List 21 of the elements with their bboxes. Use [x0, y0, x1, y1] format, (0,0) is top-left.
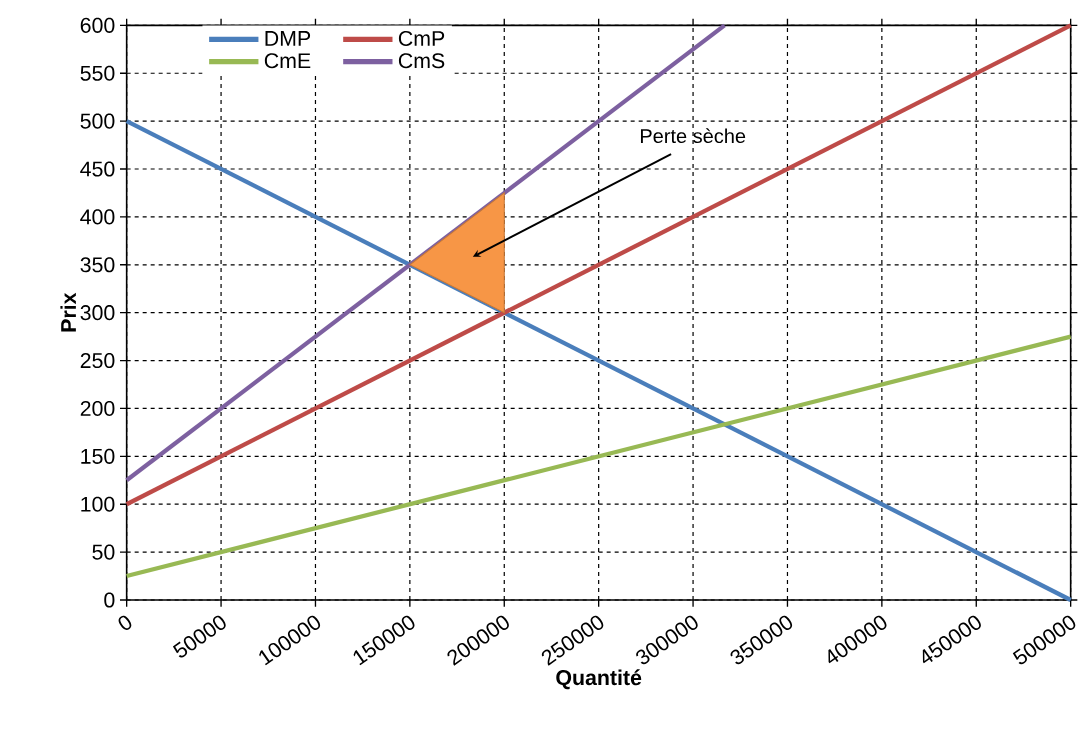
x-tick-label: 0	[118, 615, 132, 630]
annotation: Perte sèche	[640, 128, 746, 144]
y-tick-label: 300	[80, 305, 115, 321]
y-tick-label: 450	[80, 161, 115, 177]
y-tick-label: 0	[104, 592, 115, 608]
y-tick-label: 550	[80, 65, 115, 81]
y-tick-label: 250	[80, 353, 115, 369]
y-tick-label: 600	[80, 17, 115, 33]
x-axis-title: Quantité	[556, 669, 642, 690]
y-tick-label: 500	[80, 113, 115, 129]
y-axis-title: Prix	[60, 292, 76, 332]
legend-label: DMP	[265, 31, 311, 46]
y-tick-label: 350	[80, 257, 115, 273]
legend-label: CmS	[398, 53, 445, 69]
legend-label: CmE	[264, 53, 311, 69]
y-tick-label: 150	[81, 448, 115, 464]
y-tick-label: 100	[81, 496, 115, 512]
y-tick-label: 200	[80, 400, 115, 416]
y-tick-label: 50	[92, 544, 115, 560]
y-tick-label: 400	[80, 209, 115, 225]
legend-label: CmP	[398, 30, 445, 47]
